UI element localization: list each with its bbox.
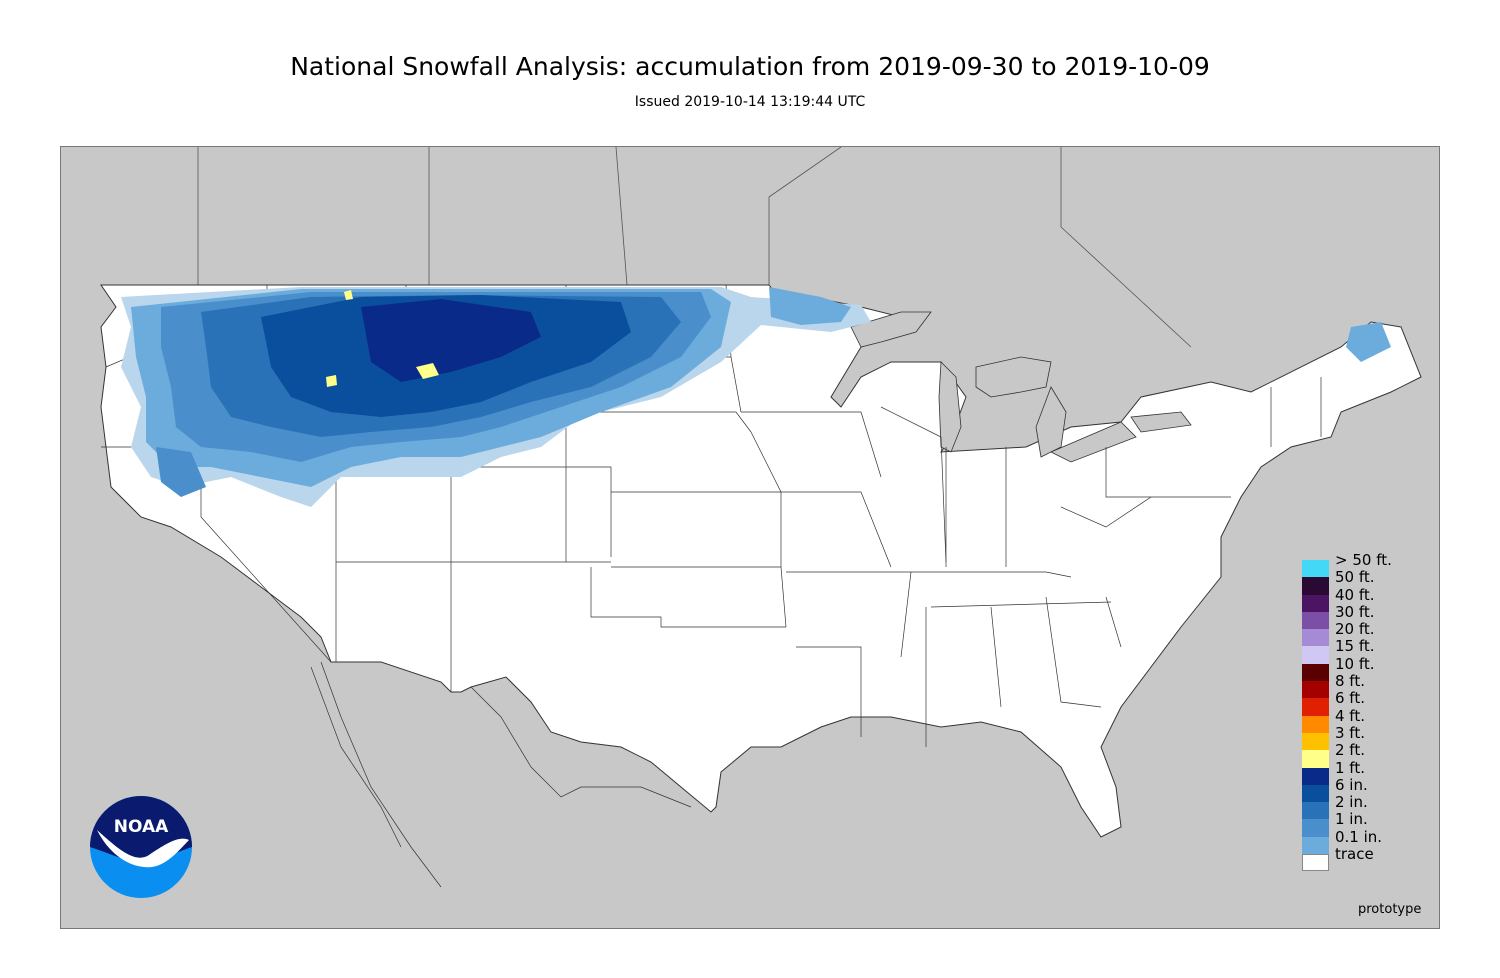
canada-province-borders [197,147,1192,348]
legend-label: 4 ft. [1335,706,1365,725]
legend-item: 1 in. [1302,810,1422,837]
legend-item: 8 ft. [1302,672,1422,699]
legend-swatch [1302,594,1329,612]
legend-label: 2 ft. [1335,741,1365,760]
map-canvas [100,147,1422,888]
legend-label: 0.1 in. [1335,827,1383,846]
snow-2-ft-spot-1 [416,363,439,379]
legend-label: 6 ft. [1335,689,1365,708]
legend-item: 1 ft. [1302,759,1422,785]
snow-2-ft-spot-3 [344,290,353,300]
legend-label: 20 ft. [1335,620,1375,639]
legend-label: 2 in. [1335,793,1368,812]
legend-item: trace [1302,845,1422,872]
snowfall-legend: > 50 ft. 50 ft. 40 ft. 30 ft. 20 ft. 15 ft. 10… [1302,551,1422,872]
legend-swatch [1302,698,1329,716]
legend-swatch [1302,646,1329,664]
legend-label: > 50 ft. [1335,551,1392,569]
snow-minnesota [769,287,851,325]
noaa-logo: NOAA [89,795,193,899]
legend-item: 40 ft. [1302,586,1422,612]
legend-swatch [1302,836,1329,855]
legend-item: 3 ft. [1302,724,1422,751]
legend-swatch [1302,767,1329,785]
legend-swatch [1302,784,1329,803]
issued-timestamp: Issued 2019-10-14 13:19:44 UTC [634,94,866,110]
legend-swatch [1302,663,1329,682]
legend-item: 4 ft. [1302,707,1422,733]
legend-item: 6 ft. [1302,689,1422,716]
legend-label: 3 ft. [1335,723,1365,742]
legend-item: 50 ft. [1302,568,1422,595]
legend-label: 30 ft. [1335,602,1375,621]
legend-swatch [1302,802,1329,820]
legend-label: 8 ft. [1335,672,1365,691]
legend-label: 40 ft. [1335,585,1375,604]
legend-swatch [1302,629,1329,647]
snowfall-map[interactable] [60,146,1440,929]
great-lakes [850,311,1192,463]
legend-label: 50 ft. [1335,568,1375,587]
legend-item: 15 ft. [1302,637,1422,664]
legend-swatch [1302,854,1329,872]
snow-maine [1346,322,1391,362]
legend-swatch [1302,577,1329,595]
legend-label: trace [1335,845,1374,864]
snow-2-ft-spot-2 [326,375,337,387]
legend-swatch [1302,560,1329,578]
legend-label: 15 ft. [1335,637,1375,656]
legend-item: 10 ft. [1302,655,1422,682]
legend-item: 2 in. [1302,793,1422,820]
legend-item: 6 in. [1302,776,1422,803]
svg-text:NOAA: NOAA [114,817,169,837]
prototype-label: prototype [1358,902,1422,917]
legend-swatch [1302,819,1329,837]
map-title: National Snowfall Analysis: accumulation… [290,52,1210,81]
legend-item: 2 ft. [1302,741,1422,768]
legend-swatch [1302,681,1329,699]
legend-label: 1 ft. [1335,758,1365,777]
mexico-borders [310,661,692,888]
snow-1-ft [361,299,541,382]
legend-item: 0.1 in. [1302,828,1422,855]
legend-swatch [1302,715,1329,733]
legend-label: 1 in. [1335,810,1368,829]
snowfall-accumulation [121,287,1391,507]
snow-sierra [156,447,206,497]
legend-label: 10 ft. [1335,654,1375,673]
legend-item: 20 ft. [1302,620,1422,647]
legend-label: 6 in. [1335,775,1368,794]
legend-swatch [1302,732,1329,751]
legend-swatch [1302,611,1329,630]
legend-item: > 50 ft. [1302,551,1422,578]
legend-item: 30 ft. [1302,603,1422,630]
legend-swatch [1302,750,1329,768]
